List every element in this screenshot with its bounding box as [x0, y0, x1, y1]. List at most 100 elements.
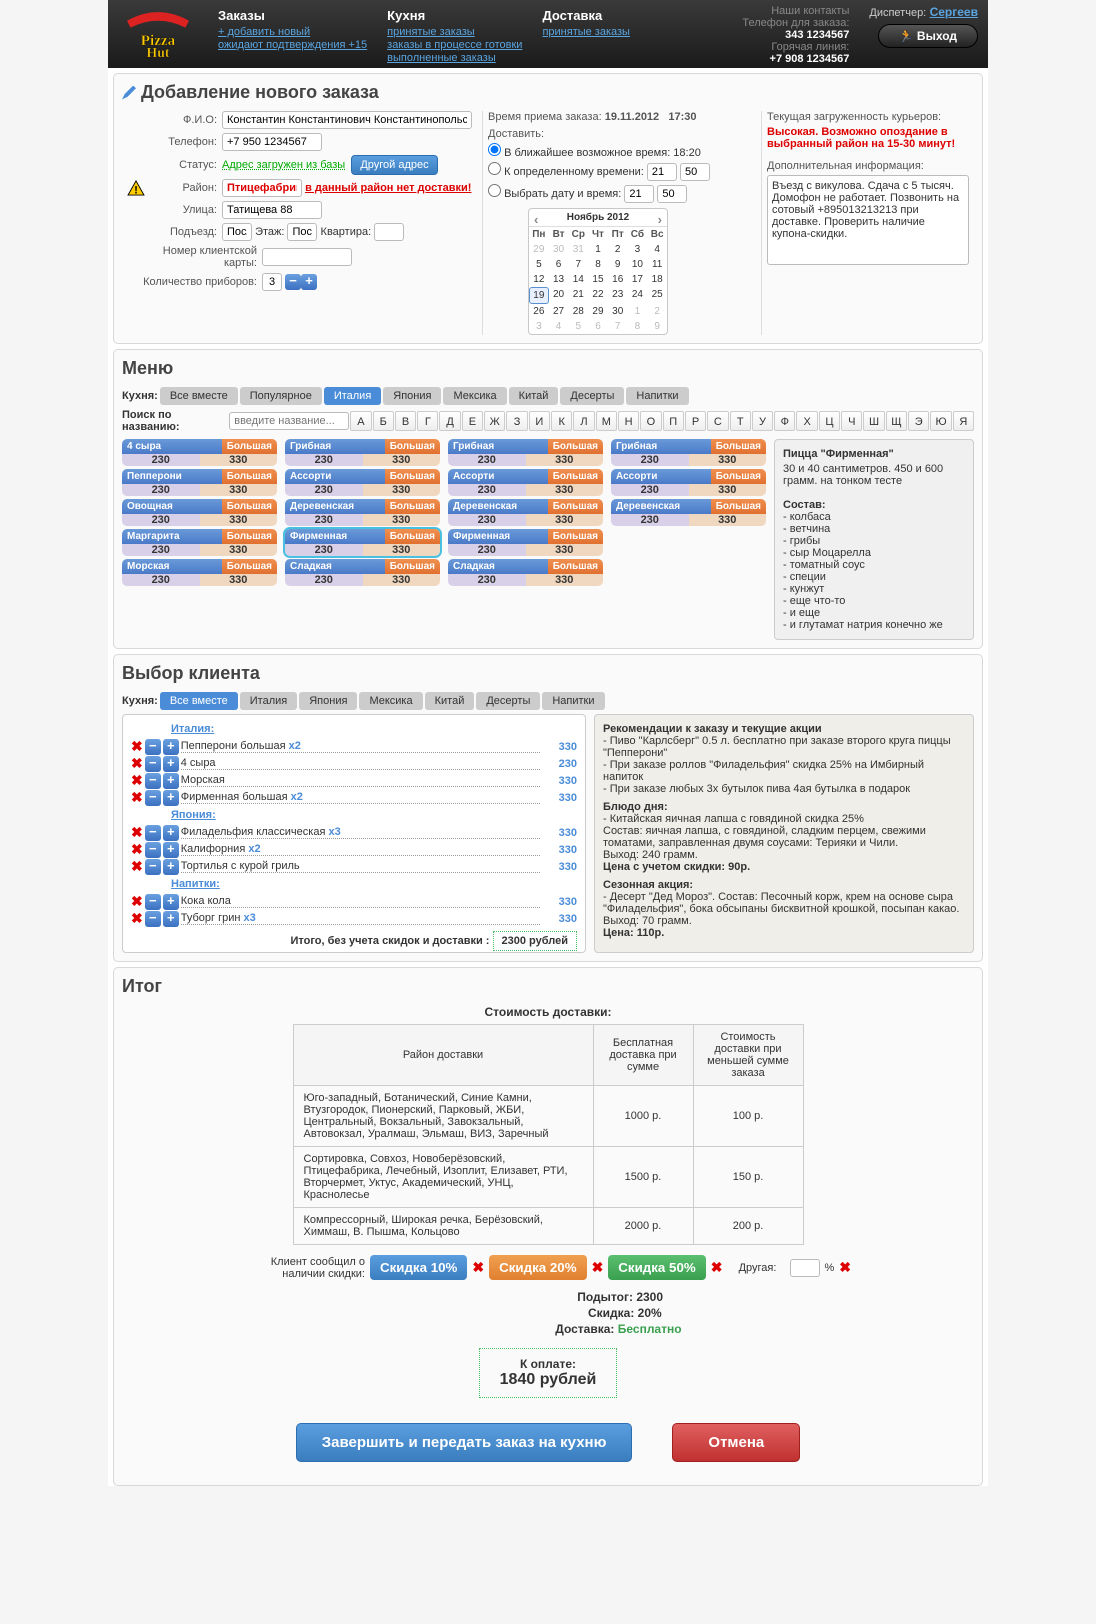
nav-link[interactable]: принятые заказы — [542, 26, 662, 38]
district-input[interactable] — [222, 179, 302, 197]
alpha-letter[interactable]: Ж — [484, 411, 505, 431]
additional-info-textarea[interactable]: Въезд с викулова. Сдача с 5 тысяч. Домоф… — [767, 175, 969, 265]
calendar-day[interactable]: 2 — [608, 242, 628, 257]
menu-item[interactable]: ДеревенскаяБольшая230330 — [611, 499, 766, 526]
client-cuisine-tab[interactable]: Китай — [425, 692, 475, 710]
discount-10-button[interactable]: Скидка 10% — [370, 1255, 467, 1280]
calendar-day[interactable]: 18 — [647, 272, 667, 287]
calendar-day[interactable]: 15 — [588, 272, 608, 287]
fio-input[interactable] — [222, 111, 472, 129]
calendar-day[interactable]: 26 — [529, 304, 549, 319]
calendar-day[interactable]: 8 — [588, 257, 608, 272]
menu-item[interactable]: СладкаяБольшая230330 — [448, 559, 603, 586]
delivery-time-radio[interactable] — [488, 162, 501, 175]
cal-prev-button[interactable]: ‹ — [534, 212, 538, 227]
calendar-day[interactable]: 24 — [628, 287, 648, 304]
calendar-day[interactable]: 11 — [647, 257, 667, 272]
calendar-day[interactable]: 19 — [529, 287, 549, 304]
discount-20-button[interactable]: Скидка 20% — [489, 1255, 586, 1280]
menu-item[interactable]: АссортиБольшая230330 — [611, 469, 766, 496]
calendar-day[interactable]: 23 — [608, 287, 628, 304]
menu-item[interactable]: ОвощнаяБольшая230330 — [122, 499, 277, 526]
other-address-button[interactable]: Другой адрес — [351, 155, 437, 175]
menu-item[interactable]: ГрибнаяБольшая230330 — [448, 439, 603, 466]
alpha-letter[interactable]: Б — [373, 411, 394, 431]
client-cuisine-tab[interactable]: Италия — [240, 692, 297, 710]
menu-item[interactable]: ФирменнаяБольшая230330 — [448, 529, 603, 556]
item-minus-button[interactable]: − — [145, 911, 161, 927]
item-minus-button[interactable]: − — [145, 825, 161, 841]
menu-item[interactable]: ДеревенскаяБольшая230330 — [285, 499, 440, 526]
alpha-letter[interactable]: Д — [439, 411, 460, 431]
submit-order-button[interactable]: Завершить и передать заказ на кухню — [296, 1423, 633, 1462]
alpha-letter[interactable]: О — [640, 411, 661, 431]
nav-link[interactable]: принятые заказы — [387, 26, 522, 38]
calendar-day[interactable]: 17 — [628, 272, 648, 287]
cuisine-tab[interactable]: Мексика — [443, 387, 506, 405]
menu-item[interactable]: ФирменнаяБольшая230330 — [285, 529, 440, 556]
cuisine-tab[interactable]: Япония — [383, 387, 441, 405]
entrance-input[interactable] — [222, 223, 252, 241]
client-cuisine-tab[interactable]: Все вместе — [160, 692, 238, 710]
delivery-asap-radio[interactable] — [488, 143, 501, 156]
cuisine-tab[interactable]: Популярное — [240, 387, 322, 405]
apartment-input[interactable] — [374, 223, 404, 241]
floor-input[interactable] — [287, 223, 317, 241]
item-minus-button[interactable]: − — [145, 773, 161, 789]
calendar-day[interactable]: 16 — [608, 272, 628, 287]
exit-button[interactable]: 🏃 Выход — [878, 24, 978, 48]
time-min-input[interactable] — [680, 163, 710, 181]
remove-item-icon[interactable]: ✖ — [131, 858, 143, 875]
item-plus-button[interactable]: + — [163, 911, 179, 927]
card-input[interactable] — [262, 248, 352, 266]
alpha-letter[interactable]: М — [596, 411, 617, 431]
alpha-letter[interactable]: Ш — [863, 411, 884, 431]
remove-custom-disc-icon[interactable]: ✖ — [839, 1259, 851, 1276]
item-minus-button[interactable]: − — [145, 739, 161, 755]
delivery-date-radio[interactable] — [488, 184, 501, 197]
item-plus-button[interactable]: + — [163, 859, 179, 875]
calendar-day[interactable]: 12 — [529, 272, 549, 287]
calendar-day[interactable]: 30 — [608, 304, 628, 319]
alpha-letter[interactable]: Е — [462, 411, 483, 431]
menu-item[interactable]: ГрибнаяБольшая230330 — [611, 439, 766, 466]
menu-item[interactable]: МорскаяБольшая230330 — [122, 559, 277, 586]
calendar-day[interactable]: 29 — [588, 304, 608, 319]
street-input[interactable] — [222, 201, 322, 219]
alpha-letter[interactable]: С — [707, 411, 728, 431]
remove-disc10-icon[interactable]: ✖ — [472, 1259, 484, 1276]
alpha-letter[interactable]: Ц — [819, 411, 840, 431]
menu-item[interactable]: ГрибнаяБольшая230330 — [285, 439, 440, 466]
calendar-day[interactable]: 27 — [549, 304, 569, 319]
calendar-day[interactable]: 25 — [647, 287, 667, 304]
alpha-letter[interactable]: З — [506, 411, 527, 431]
menu-item[interactable]: 4 сыраБольшая230330 — [122, 439, 277, 466]
nav-link[interactable]: ожидают подтверждения +15 — [218, 39, 367, 51]
alpha-letter[interactable]: П — [663, 411, 684, 431]
nav-link[interactable]: заказы в процессе готовки — [387, 39, 522, 51]
remove-item-icon[interactable]: ✖ — [131, 824, 143, 841]
alpha-letter[interactable]: Щ — [886, 411, 907, 431]
client-cuisine-tab[interactable]: Напитки — [542, 692, 604, 710]
cal-next-button[interactable]: › — [658, 212, 662, 227]
alpha-letter[interactable]: Т — [730, 411, 751, 431]
nav-link[interactable]: + добавить новый — [218, 26, 367, 38]
item-minus-button[interactable]: − — [145, 842, 161, 858]
alpha-letter[interactable]: А — [350, 411, 371, 431]
calendar-day[interactable]: 6 — [549, 257, 569, 272]
menu-search-input[interactable] — [229, 412, 349, 430]
cuisine-tab[interactable]: Китай — [509, 387, 559, 405]
calendar-day[interactable]: 22 — [588, 287, 608, 304]
alpha-letter[interactable]: Я — [953, 411, 974, 431]
cutlery-plus-button[interactable]: + — [301, 274, 317, 290]
alpha-letter[interactable]: В — [395, 411, 416, 431]
calendar-day[interactable]: 21 — [568, 287, 588, 304]
item-plus-button[interactable]: + — [163, 739, 179, 755]
item-plus-button[interactable]: + — [163, 773, 179, 789]
menu-item[interactable]: ПепперониБольшая230330 — [122, 469, 277, 496]
item-minus-button[interactable]: − — [145, 859, 161, 875]
alpha-letter[interactable]: У — [752, 411, 773, 431]
remove-item-icon[interactable]: ✖ — [131, 738, 143, 755]
remove-disc50-icon[interactable]: ✖ — [711, 1259, 723, 1276]
calendar-day[interactable]: 5 — [529, 257, 549, 272]
